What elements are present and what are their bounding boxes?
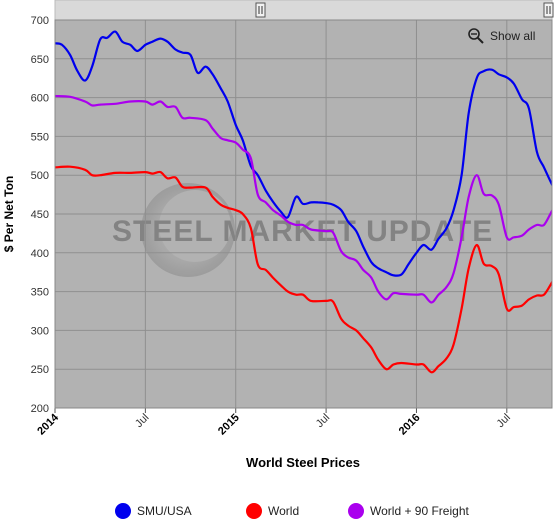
y-tick-label: 200 xyxy=(31,403,49,415)
zoom-out-icon xyxy=(468,28,484,44)
y-tick-label: 650 xyxy=(31,54,49,66)
y-tick-label: 600 xyxy=(31,93,49,105)
y-axis-title: $ Per Net Ton xyxy=(2,176,16,252)
legend: SMU/USA World World + 90 Freight xyxy=(115,503,469,519)
y-tick-label: 550 xyxy=(31,131,49,143)
y-tick-label: 500 xyxy=(31,170,49,182)
y-tick-label: 250 xyxy=(31,364,49,376)
plot-border xyxy=(54,19,553,409)
x-tick-label: Jul xyxy=(133,412,151,430)
watermark: STEEL MARKET UPDATE xyxy=(112,183,493,277)
series-lines xyxy=(55,30,559,374)
legend-swatch xyxy=(348,503,364,519)
legend-label: World + 90 Freight xyxy=(370,504,469,518)
legend-swatch xyxy=(246,503,262,519)
x-tick-label: Jul xyxy=(495,412,513,430)
legend-swatch xyxy=(115,503,131,519)
y-tick-label: 450 xyxy=(31,209,49,221)
y-axis: 200 250 300 350 400 450 500 550 600 650 700 xyxy=(31,15,49,415)
x-tick-label: 2016 xyxy=(397,412,423,438)
show-all-button[interactable]: Show all xyxy=(468,28,535,44)
legend-label: World xyxy=(268,504,299,518)
legend-item[interactable]: World xyxy=(246,503,299,519)
show-all-label: Show all xyxy=(490,29,535,43)
watermark-text: STEEL MARKET UPDATE xyxy=(112,215,493,248)
y-tick-label: 300 xyxy=(31,325,49,337)
y-tick-label: 350 xyxy=(31,287,49,299)
legend-item[interactable]: SMU/USA xyxy=(115,503,192,519)
y-tick-label: 700 xyxy=(31,15,49,27)
legend-label: SMU/USA xyxy=(137,504,192,518)
y-tick-label: 400 xyxy=(31,248,49,260)
series-line-world-90-freight[interactable] xyxy=(55,94,559,304)
x-axis: 2014 Jul 2015 Jul 2016 Jul xyxy=(35,408,513,437)
navigator-left-handle[interactable] xyxy=(255,2,266,18)
series-line-world[interactable] xyxy=(55,165,559,374)
x-axis-title: World Steel Prices xyxy=(246,455,360,470)
navigator-right-handle[interactable] xyxy=(543,2,554,18)
legend-item[interactable]: World + 90 Freight xyxy=(348,503,469,519)
x-tick-label: 2015 xyxy=(216,412,242,438)
series-line-smu-usa[interactable] xyxy=(55,30,559,277)
x-tick-label: Jul xyxy=(314,412,332,430)
range-navigator[interactable] xyxy=(54,0,554,21)
navigator-track[interactable] xyxy=(54,0,553,21)
